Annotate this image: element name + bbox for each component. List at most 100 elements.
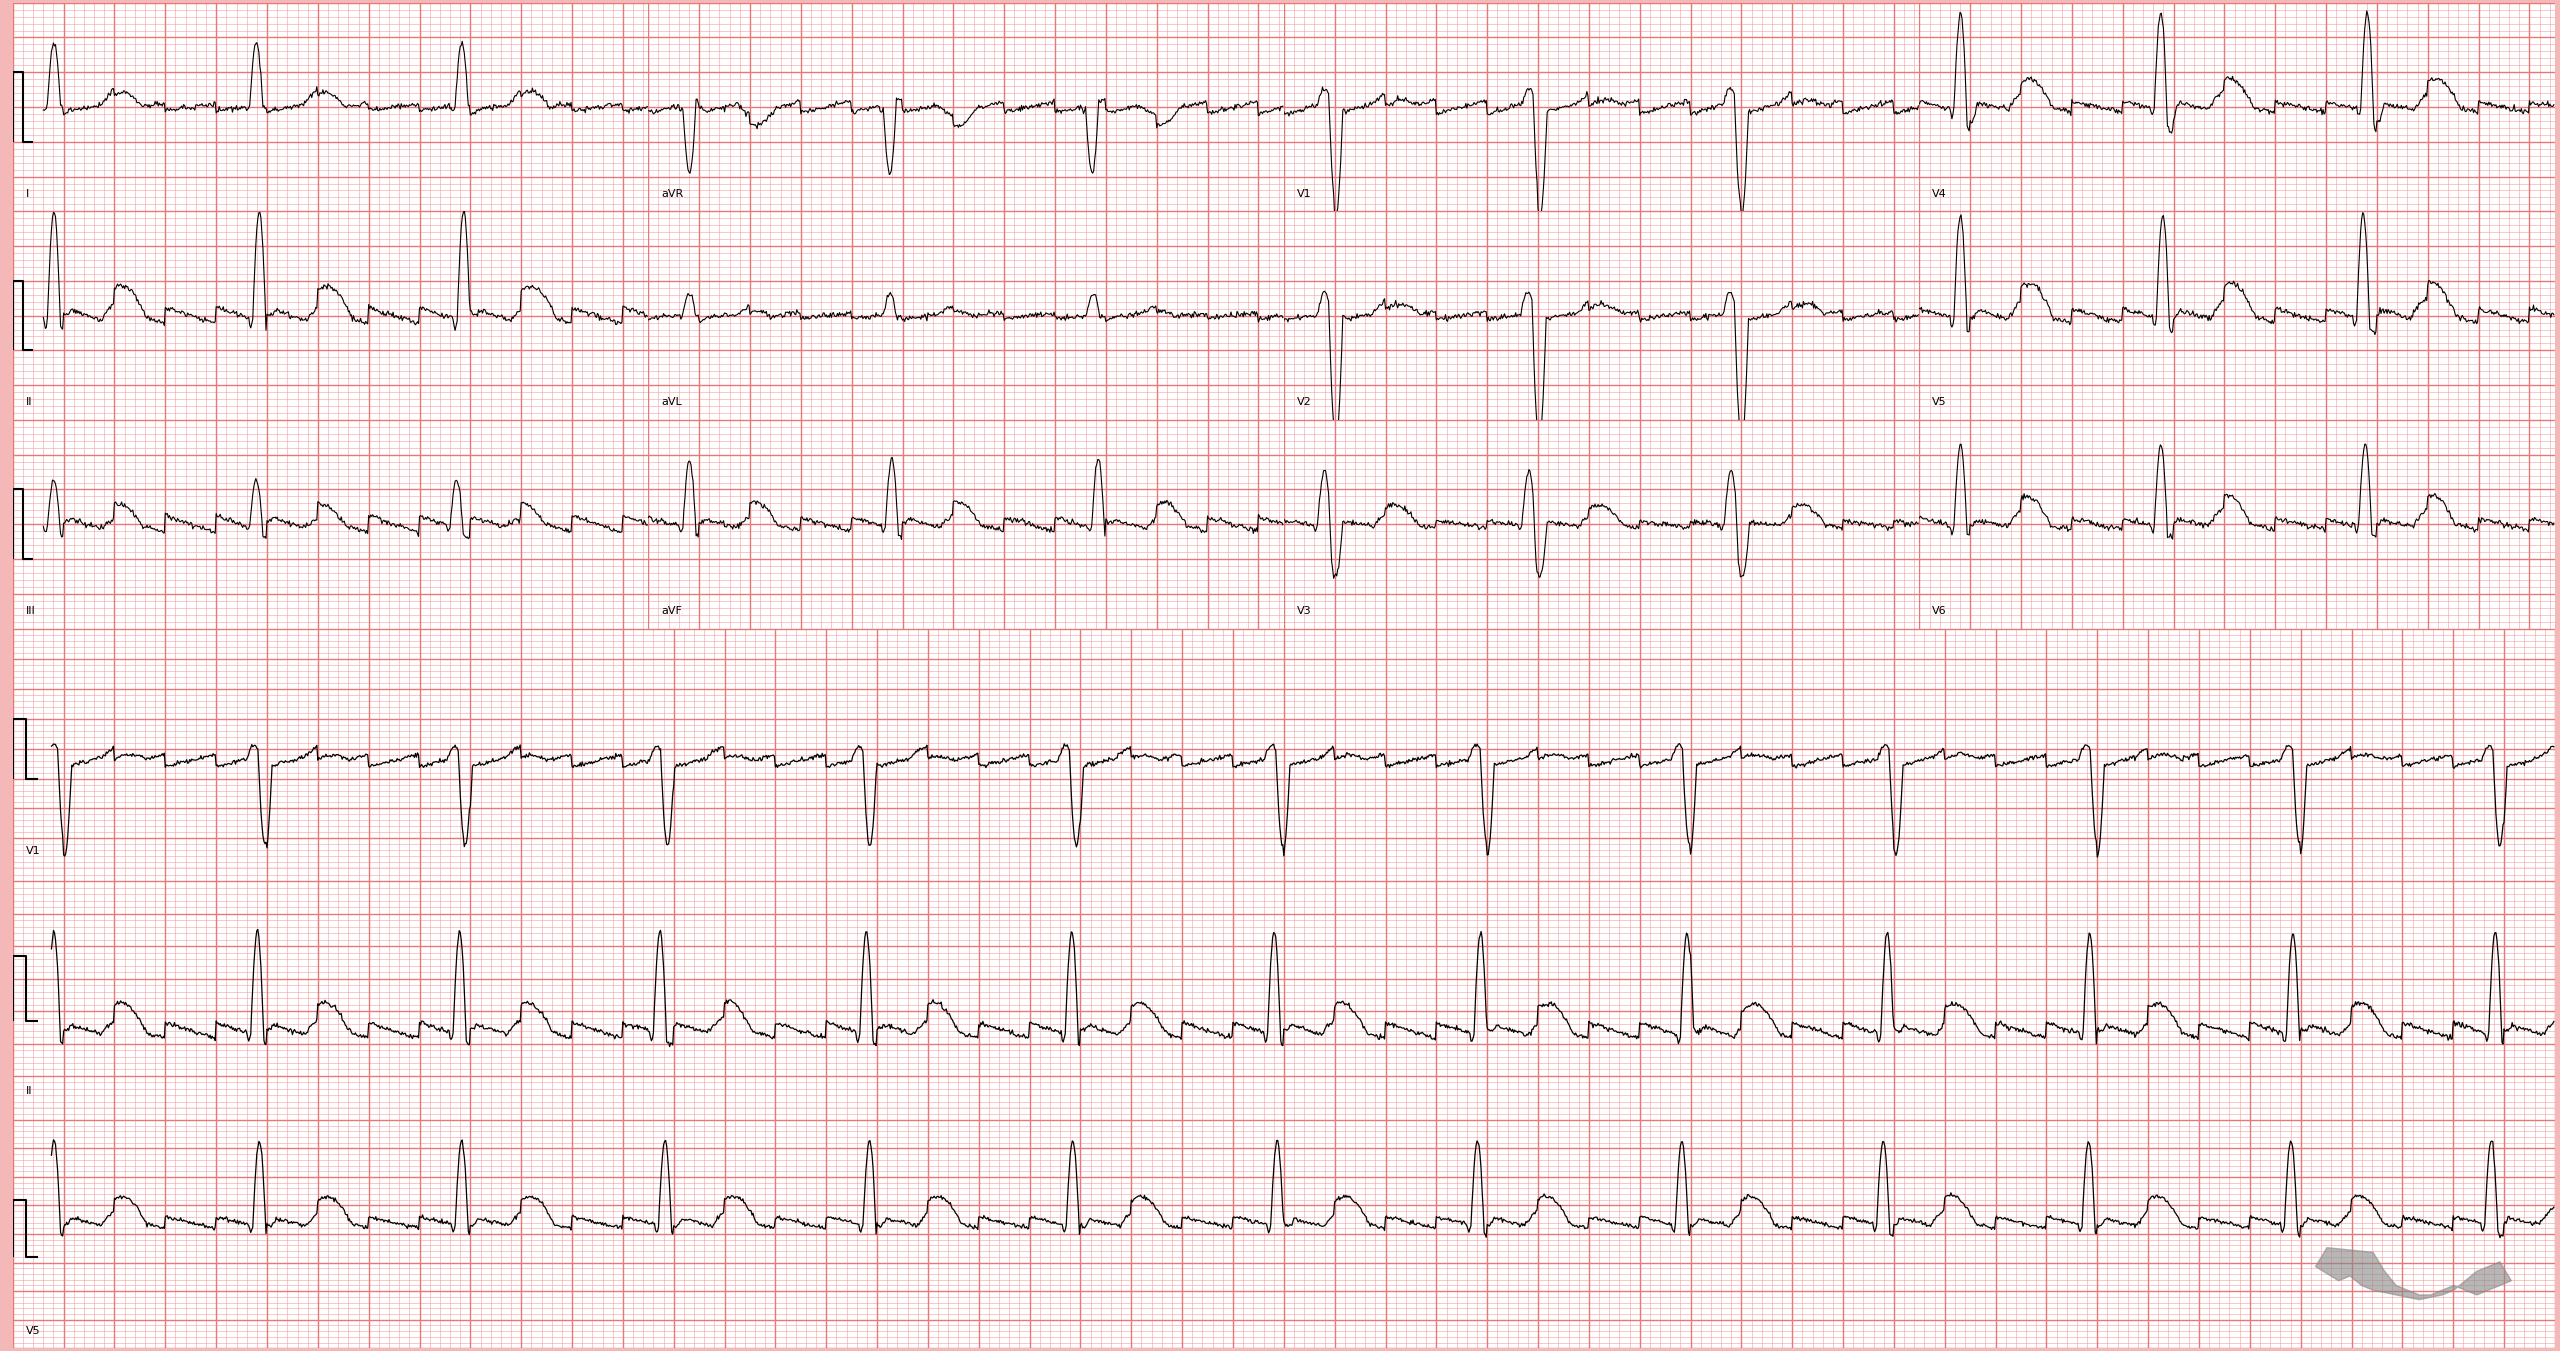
- Bar: [801, 594, 852, 628]
- Bar: [1385, 177, 1436, 211]
- Bar: [1436, 281, 1487, 316]
- Bar: [1055, 246, 1106, 281]
- Bar: [215, 1205, 266, 1233]
- Bar: [369, 1205, 420, 1233]
- Bar: [2327, 489, 2376, 524]
- Bar: [2199, 808, 2250, 839]
- Bar: [673, 839, 724, 869]
- Bar: [724, 628, 776, 658]
- Bar: [369, 489, 420, 524]
- Bar: [166, 1120, 215, 1148]
- Bar: [2452, 1320, 2504, 1348]
- Bar: [2276, 107, 2327, 142]
- Bar: [1132, 658, 1183, 689]
- Bar: [2148, 881, 2199, 913]
- Bar: [266, 946, 317, 978]
- Bar: [1487, 689, 1539, 719]
- Bar: [1334, 594, 1385, 628]
- Bar: [1920, 107, 1971, 142]
- Text: V6: V6: [1933, 607, 1946, 616]
- Bar: [1894, 3, 1946, 38]
- Bar: [1385, 1177, 1436, 1205]
- Bar: [1385, 881, 1436, 913]
- Bar: [1055, 385, 1106, 420]
- Bar: [64, 946, 115, 978]
- Bar: [699, 246, 750, 281]
- Bar: [13, 211, 64, 246]
- Bar: [2199, 1120, 2250, 1148]
- Bar: [1539, 1263, 1590, 1292]
- Bar: [927, 1043, 978, 1075]
- Bar: [13, 719, 64, 748]
- Bar: [1385, 1075, 1436, 1108]
- Bar: [648, 524, 699, 559]
- Bar: [2427, 524, 2478, 559]
- Bar: [1183, 946, 1234, 978]
- Bar: [471, 1233, 522, 1263]
- Bar: [776, 1075, 827, 1108]
- Bar: [1539, 211, 1590, 246]
- Bar: [2376, 316, 2427, 350]
- Bar: [2199, 1263, 2250, 1292]
- Bar: [1487, 385, 1539, 420]
- Bar: [522, 839, 571, 869]
- Bar: [1285, 839, 1334, 869]
- Bar: [1590, 1092, 1641, 1120]
- Bar: [978, 1205, 1029, 1233]
- Bar: [1539, 839, 1590, 869]
- Bar: [13, 177, 64, 211]
- Bar: [317, 420, 369, 455]
- Bar: [471, 177, 522, 211]
- Bar: [1946, 1320, 1997, 1348]
- Bar: [1234, 839, 1285, 869]
- Bar: [1792, 778, 1843, 808]
- Bar: [699, 107, 750, 142]
- Bar: [1234, 848, 1285, 881]
- Bar: [1106, 107, 1157, 142]
- Bar: [622, 3, 673, 38]
- Bar: [166, 1233, 215, 1263]
- Bar: [904, 246, 952, 281]
- Bar: [471, 489, 522, 524]
- Bar: [1487, 1205, 1539, 1233]
- Bar: [750, 559, 801, 594]
- Bar: [2529, 38, 2560, 72]
- Bar: [978, 946, 1029, 978]
- Bar: [522, 3, 571, 38]
- Bar: [1234, 628, 1285, 658]
- Bar: [2353, 1292, 2401, 1320]
- Bar: [571, 1120, 622, 1148]
- Bar: [1690, 1043, 1741, 1075]
- Bar: [1690, 1177, 1741, 1205]
- Bar: [1920, 281, 1971, 316]
- Bar: [1487, 1120, 1539, 1148]
- Bar: [522, 689, 571, 719]
- Bar: [1029, 946, 1080, 978]
- Bar: [673, 689, 724, 719]
- Bar: [1436, 246, 1487, 281]
- Bar: [2452, 1043, 2504, 1075]
- Bar: [1690, 420, 1741, 455]
- Bar: [166, 689, 215, 719]
- Bar: [2097, 1092, 2148, 1120]
- Bar: [1157, 350, 1208, 385]
- Bar: [1946, 1205, 1997, 1233]
- Bar: [1997, 1177, 2045, 1205]
- Bar: [622, 1320, 673, 1348]
- Bar: [1183, 1075, 1234, 1108]
- Bar: [878, 1092, 927, 1120]
- Bar: [1285, 1292, 1334, 1320]
- Bar: [978, 913, 1029, 946]
- Bar: [2376, 559, 2427, 594]
- Bar: [166, 1011, 215, 1043]
- Bar: [1334, 658, 1385, 689]
- Bar: [2478, 524, 2529, 559]
- Bar: [1997, 881, 2045, 913]
- Bar: [471, 848, 522, 881]
- Bar: [2225, 489, 2276, 524]
- Bar: [2401, 1075, 2452, 1108]
- Text: V4: V4: [1933, 189, 1946, 199]
- Bar: [2427, 350, 2478, 385]
- Bar: [420, 1263, 471, 1292]
- Bar: [1894, 524, 1946, 559]
